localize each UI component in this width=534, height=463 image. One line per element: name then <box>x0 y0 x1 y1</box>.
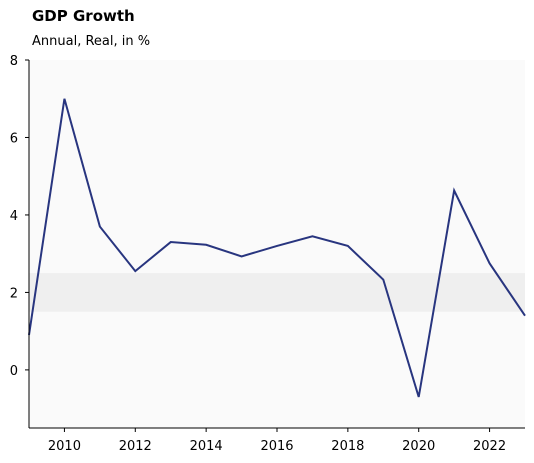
x-tick-label-2012: 2012 <box>119 439 152 454</box>
ticks-layer: 0 2 4 6 8 2010 2012 2014 2016 2018 2020 2022 <box>10 54 506 454</box>
x-tick-label-2022: 2022 <box>473 439 506 454</box>
x-tick-label-2014: 2014 <box>190 439 223 454</box>
y-tick-label-8: 8 <box>10 54 18 69</box>
chart-title: GDP Growth <box>32 7 135 25</box>
x-tick-label-2016: 2016 <box>260 439 293 454</box>
y-tick-label-0: 0 <box>10 364 18 379</box>
y-tick-label-4: 4 <box>10 209 18 224</box>
x-tick-label-2020: 2020 <box>402 439 435 454</box>
target-band <box>29 273 525 312</box>
x-tick-label-2018: 2018 <box>331 439 364 454</box>
y-tick-label-6: 6 <box>10 131 18 146</box>
y-tick-label-2: 2 <box>10 286 18 301</box>
series-line-gdp-growth <box>28 98 526 398</box>
x-tick-label-2010: 2010 <box>48 439 81 454</box>
chart-subtitle: Annual, Real, in % <box>32 34 151 49</box>
plot-background <box>29 60 525 428</box>
